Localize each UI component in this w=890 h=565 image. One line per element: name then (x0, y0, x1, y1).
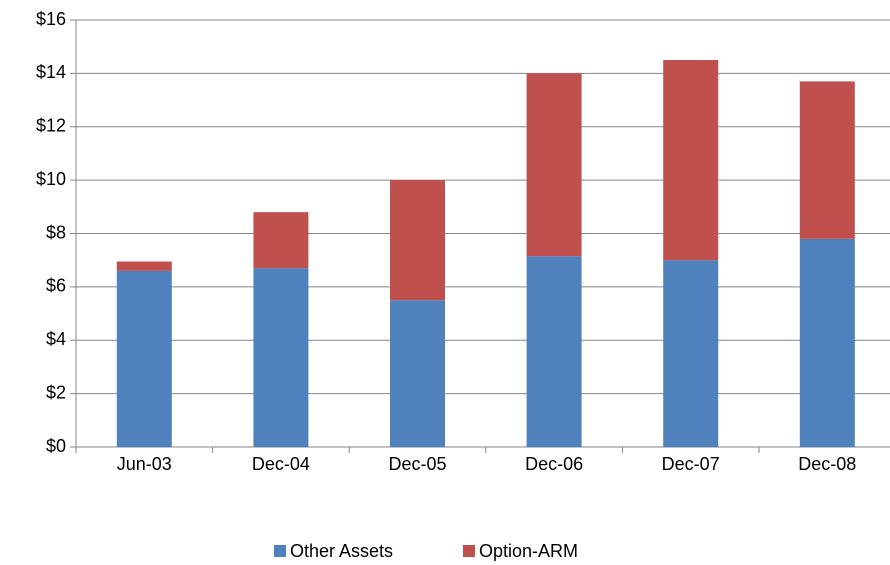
x-tick-label: Dec-08 (798, 454, 856, 474)
bar-segment (663, 260, 719, 447)
legend-label: Option-ARM (479, 541, 578, 561)
bar-segment (253, 268, 309, 447)
bar-segment (526, 256, 582, 447)
legend-swatch (463, 545, 475, 557)
bar-segment (799, 81, 855, 239)
y-tick-label: $16 (36, 9, 66, 29)
y-tick-label: $2 (46, 382, 66, 402)
legend-label: Other Assets (290, 541, 393, 561)
bar-segment (116, 270, 172, 447)
bar-segment (663, 60, 719, 261)
y-tick-label: $8 (46, 222, 66, 242)
y-tick-label: $4 (46, 329, 66, 349)
y-tick-label: $10 (36, 169, 66, 189)
x-tick-label: Jun-03 (117, 454, 172, 474)
x-tick-label: Dec-04 (252, 454, 310, 474)
bar-segment (390, 180, 445, 301)
bar-segment (253, 212, 309, 269)
bar-segment (799, 238, 855, 447)
y-tick-label: $0 (46, 436, 66, 456)
y-tick-label: $12 (36, 116, 66, 136)
bar-segment (116, 261, 172, 271)
x-tick-label: Dec-06 (525, 454, 583, 474)
x-tick-label: Dec-05 (388, 454, 446, 474)
y-tick-label: $14 (36, 62, 66, 82)
bar-segment (526, 73, 582, 257)
y-tick-label: $6 (46, 276, 66, 296)
x-tick-label: Dec-07 (662, 454, 720, 474)
bar-segment (390, 300, 445, 447)
legend-swatch (274, 545, 286, 557)
